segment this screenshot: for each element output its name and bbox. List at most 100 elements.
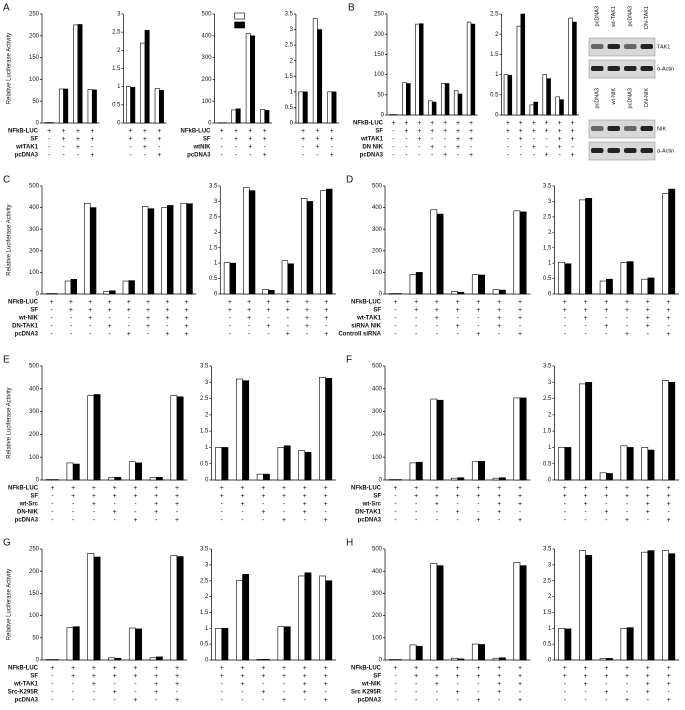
condition-sign: + [71,485,75,492]
condition-sign: + [456,493,460,500]
y-tick-label: 300 [372,227,383,233]
condition-sign: + [303,689,307,696]
condition-sign: - [457,681,460,688]
condition-label: wt-Src [362,502,382,508]
bar [331,91,337,124]
condition-sign: + [129,136,133,143]
condition-sign: + [583,673,587,680]
panel-label: B [348,3,355,14]
condition-sign: + [263,136,267,143]
condition-sign: + [443,152,447,159]
condition-sign: - [70,315,73,322]
bar [457,658,465,661]
condition-sign: - [477,323,480,330]
condition-sign: - [431,152,434,159]
bar [585,555,593,661]
condition-sign: - [520,152,523,159]
condition-sign: - [564,501,567,508]
condition-sign: - [48,136,51,143]
y-tick-label: 250 [374,12,385,18]
y-tick-label: 1 [548,261,552,267]
y-tick-label: 0.5 [112,102,121,108]
bar [154,88,160,124]
bar [436,213,444,295]
y-tick-label: 1.5 [200,429,209,435]
condition-sign: - [221,152,224,159]
condition-sign: + [570,152,574,159]
condition-sign: + [303,665,307,672]
condition-sign: - [50,331,53,338]
condition-label: wt-TAK1 [356,316,382,322]
condition-sign: + [497,681,501,688]
bar [186,203,193,295]
condition-sign: + [625,697,629,704]
bar [579,199,586,295]
blot-band [607,66,620,71]
condition-label: Src K295R [351,690,382,696]
y-tick-label: 0 [379,658,383,664]
condition-sign: + [518,307,522,314]
condition-sign: + [90,152,94,159]
y-tick-label: 2.5 [543,214,552,220]
bar [579,550,586,661]
condition-sign: + [476,299,480,306]
condition-label: SF [203,137,211,143]
bar [492,657,500,661]
y-tick-label: 3 [214,199,218,205]
bar [109,290,116,295]
condition-sign: + [247,315,251,322]
y-tick-label: 0.5 [200,461,209,467]
condition-sign: + [165,307,169,314]
condition-sign: - [262,697,265,704]
condition-sign: + [282,697,286,704]
bar [66,627,74,661]
condition-sign: + [583,681,587,688]
condition-sign: + [456,128,460,135]
condition-sign: - [394,697,397,704]
condition-sign: + [476,697,480,704]
bar [128,627,136,661]
condition-label: wtTAK1 [360,137,384,143]
bar [176,556,184,661]
condition-sign: + [497,493,501,500]
condition-sign: + [165,331,169,338]
lane-label: wt-TAK1 [611,6,617,28]
condition-sign: + [518,485,522,492]
condition-sign: - [457,697,460,704]
condition-sign: + [518,517,522,524]
bar [406,83,411,116]
condition-sign: + [175,485,179,492]
condition-sign: - [108,331,111,338]
y-tick-label: 0 [205,658,209,664]
condition-sign: + [532,128,536,135]
condition-sign: - [415,697,418,704]
condition-sign: + [469,136,473,143]
bar [647,449,655,481]
condition-sign: - [564,315,567,322]
condition-sign: + [476,493,480,500]
condition-sign: - [647,331,650,338]
condition-sign: + [324,697,328,704]
condition-sign: - [50,323,53,330]
condition-sign: + [301,136,305,143]
condition-sign: + [143,128,147,135]
y-tick-label: 0 [36,121,40,127]
condition-sign: - [304,697,307,704]
bar [478,644,485,661]
condition-sign: - [564,331,567,338]
condition-sign: + [330,128,334,135]
condition-sign: + [92,681,96,688]
y-tick-label: 300 [29,227,40,233]
bar [503,74,509,116]
condition-sign: + [519,136,523,143]
condition-sign: + [625,307,629,314]
bar [519,211,527,295]
condition-sign: + [175,517,179,524]
blot [588,59,656,79]
y-tick-label: 0 [205,478,209,484]
condition-sign: - [436,509,439,516]
bar [641,551,649,661]
condition-sign: + [417,128,421,135]
condition-sign: - [519,689,522,696]
condition-sign: + [604,323,608,330]
